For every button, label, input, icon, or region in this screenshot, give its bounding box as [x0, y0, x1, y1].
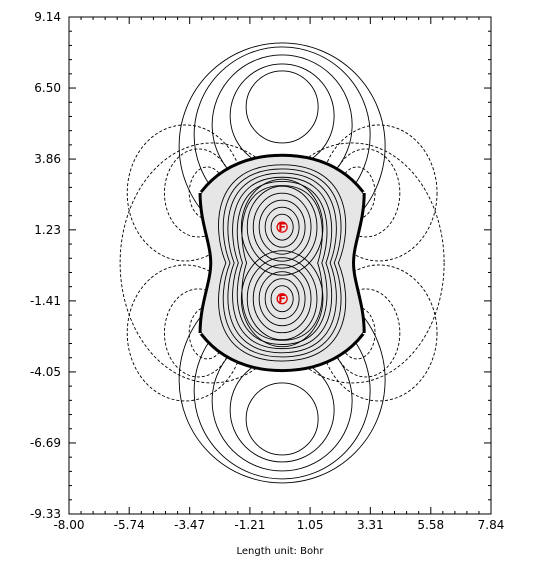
- axis-ticks: -8.00 -5.74 -3.47 -1.21 1.05 3.31 5.58 7.84 9.14…: [30, 10, 504, 532]
- atom-markers: FF: [276, 221, 288, 306]
- x-tick-label: 7.84: [478, 518, 505, 532]
- positive-contour: [252, 264, 312, 334]
- positive-contour: [264, 206, 300, 248]
- atom-label: F: [278, 293, 286, 306]
- plot-frame: [68, 16, 492, 515]
- positive-contour: [229, 63, 335, 169]
- x-tick-label: 1.05: [297, 518, 324, 532]
- positive-contour: [246, 257, 318, 341]
- x-tick-label: -5.74: [114, 518, 145, 532]
- x-tick-label: -8.00: [53, 518, 84, 532]
- positive-contour: [245, 382, 319, 456]
- positive-contour: [229, 357, 335, 463]
- isosurface-boundary: [198, 153, 366, 373]
- x-axis-title: Length unit: Bohr: [236, 546, 324, 557]
- positive-contour: [240, 250, 324, 348]
- negative-contour: [338, 306, 376, 360]
- molecule-fill: [200, 155, 365, 371]
- atom-label: F: [278, 221, 286, 234]
- y-tick-label: -4.05: [30, 365, 61, 379]
- positive-contour: [270, 285, 294, 313]
- x-tick-label: -1.21: [234, 518, 265, 532]
- positive-contour: [227, 172, 337, 354]
- positive-contour: [236, 180, 328, 345]
- positive-contour: [232, 176, 333, 350]
- negative-contour: [338, 166, 376, 220]
- positive-contour: [246, 185, 318, 269]
- y-tick-label: -1.41: [30, 294, 61, 308]
- atom-marker: [276, 221, 288, 233]
- positive-contour: [270, 213, 294, 241]
- positive-contour: [264, 278, 300, 320]
- atom-marker: [276, 293, 288, 305]
- y-tick-label: 6.50: [34, 81, 61, 95]
- y-tick-label: 3.86: [34, 152, 61, 166]
- positive-contour: [218, 164, 347, 362]
- positive-contour: [258, 271, 306, 327]
- x-tick-label: 3.31: [357, 518, 384, 532]
- y-tick-label: 1.23: [34, 223, 61, 237]
- x-tick-label: -3.47: [174, 518, 205, 532]
- negative-contour: [259, 142, 445, 384]
- y-tick-label: -6.69: [30, 436, 61, 450]
- positive-contour: [222, 168, 342, 358]
- positive-contour: [252, 192, 312, 262]
- positive-contour: [240, 178, 324, 276]
- y-tick-label: 9.14: [34, 10, 61, 24]
- x-tick-label: 5.58: [417, 518, 444, 532]
- positive-contour: [245, 70, 319, 144]
- positive-contour: [258, 199, 306, 255]
- y-tick-label: -9.33: [30, 507, 61, 521]
- molecule-region: [198, 153, 366, 373]
